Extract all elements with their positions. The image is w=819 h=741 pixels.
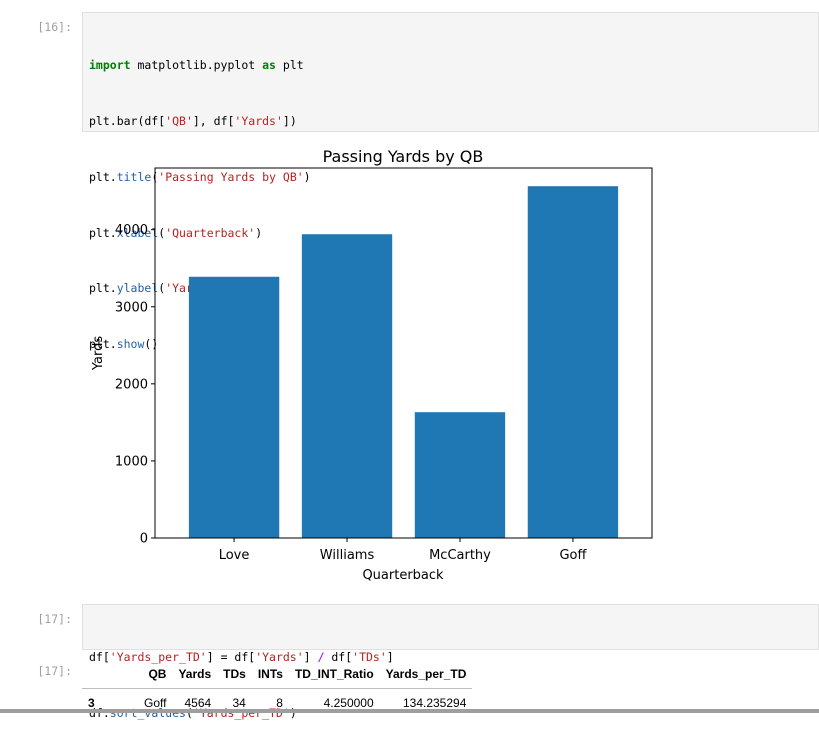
- operator: /: [317, 650, 325, 665]
- code-text: (: [158, 225, 166, 240]
- y-axis-label: Yards: [91, 336, 106, 371]
- code-text: plt.: [89, 169, 117, 184]
- table-cell: 4564: [184, 696, 212, 710]
- function-name: title: [116, 169, 152, 184]
- string-literal: 'Quarterback': [165, 225, 256, 240]
- table-row: 3 Goff 4564 34 8 4.250000 134.235294: [82, 689, 472, 718]
- code-line-1: import matplotlib.pyplot as plt: [89, 56, 812, 75]
- string-literal: 'QB': [165, 113, 193, 128]
- code-text: plt: [275, 58, 304, 73]
- y-tick-label: 1000: [115, 454, 148, 469]
- bar-love: [188, 276, 280, 538]
- code-line-3: plt.title('Passing Yards by QB'): [89, 168, 812, 187]
- keyword-import: import: [89, 58, 131, 73]
- table-cell: 4.250000: [323, 696, 374, 710]
- x-tick-label: Goff: [559, 548, 587, 563]
- function-name: show: [116, 337, 145, 352]
- horizontal-scrollbar[interactable]: [0, 709, 819, 713]
- code-text: ]): [282, 113, 297, 128]
- code-line-2: plt.bar(df['QB'], df['Yards']): [89, 112, 812, 131]
- input-prompt-17: [17]:: [37, 612, 72, 626]
- column-header: Yards_per_TD: [379, 660, 473, 689]
- y-tick-label: 3000: [115, 300, 148, 315]
- keyword-as: as: [262, 58, 276, 73]
- y-tick-label: 0: [140, 532, 148, 547]
- code-text: plt.: [89, 337, 117, 352]
- bar-williams: [301, 234, 393, 538]
- code-text: ]: [303, 650, 318, 665]
- bar-mccarthy: [414, 412, 506, 538]
- column-header: Yards: [172, 660, 218, 689]
- function-name: ylabel: [116, 281, 159, 296]
- chart-title: Passing Yards by QB: [323, 147, 484, 166]
- column-header: QB: [138, 660, 173, 689]
- code-cell-16[interactable]: import matplotlib.pyplot as plt plt.bar(…: [82, 12, 819, 351]
- code-text: plt.bar(df[: [89, 113, 166, 128]
- row-index: 3: [88, 696, 95, 710]
- x-axis-label: Quarterback: [362, 568, 444, 583]
- output-prompt-17: [17]:: [37, 664, 72, 678]
- code-line-4: plt.xlabel('Quarterback'): [89, 224, 812, 243]
- code-text: ]: [386, 650, 394, 665]
- code-text: ): [255, 225, 263, 240]
- code-text: plt.: [89, 225, 117, 240]
- code-text: ): [303, 169, 311, 184]
- code-cell-17[interactable]: df['Yards_per_TD'] = df['Yards'] / df['T…: [82, 604, 819, 720]
- y-tick-label: 4000: [115, 223, 148, 238]
- table-cell: 134.235294: [402, 696, 467, 710]
- bar-goff: [527, 186, 619, 539]
- table-cell: 8: [276, 696, 283, 710]
- input-prompt-16: [16]:: [37, 20, 72, 34]
- code-text: plt.: [89, 281, 117, 296]
- string-literal: 'Passing Yards by QB': [158, 169, 304, 184]
- column-header: [82, 660, 138, 689]
- x-tick-label: Williams: [320, 548, 375, 563]
- column-header: TD_INT_Ratio: [288, 660, 380, 689]
- function-name: xlabel: [116, 225, 159, 240]
- x-tick-label: McCarthy: [429, 548, 491, 563]
- bar-chart: Passing Yards by QB 0 1000 2000 3000 4000 Lo…: [91, 147, 653, 583]
- table-header-row: QB Yards TDs INTs TD_INT_Ratio Yards_per…: [82, 660, 473, 689]
- table-cell: 34: [232, 696, 246, 710]
- y-tick-label: 2000: [115, 377, 148, 392]
- table-cell: Goff: [144, 696, 167, 710]
- x-tick-label: Love: [219, 548, 250, 563]
- string-literal: 'Yards': [234, 113, 283, 128]
- code-text: (: [158, 281, 166, 296]
- code-text: ], df[: [192, 113, 235, 128]
- column-header: INTs: [251, 660, 289, 689]
- dataframe-table: QB Yards TDs INTs TD_INT_Ratio Yards_per…: [82, 660, 473, 718]
- code-text: matplotlib.pyplot: [130, 58, 263, 73]
- plot-frame: [154, 167, 653, 539]
- column-header: TDs: [217, 660, 252, 689]
